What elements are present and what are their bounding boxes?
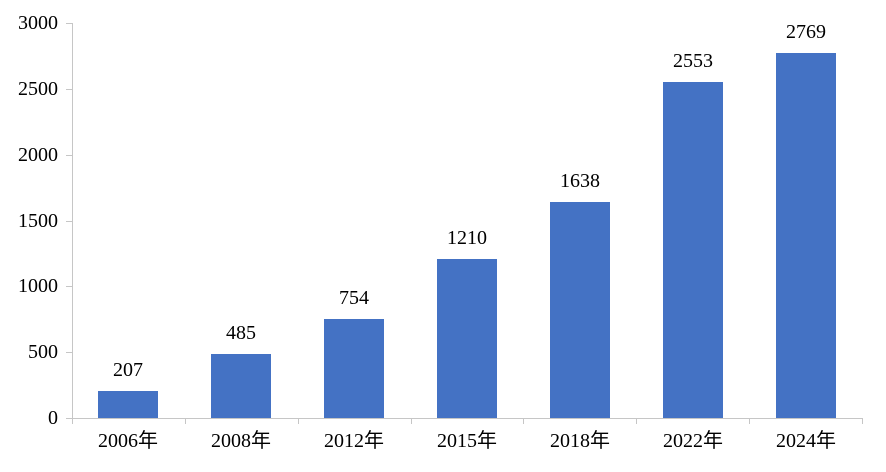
y-axis-tick-mark [66, 221, 72, 222]
bar-value-label: 2553 [673, 50, 713, 72]
bar [550, 202, 610, 418]
bar-value-label: 754 [339, 287, 369, 309]
y-axis-tick-label: 1000 [18, 275, 58, 297]
y-axis-tick-label: 2000 [18, 144, 58, 166]
x-axis-tick-mark [523, 418, 524, 424]
bar-value-label: 207 [113, 359, 143, 381]
x-axis-tick-mark [862, 418, 863, 424]
y-axis-tick-mark [66, 89, 72, 90]
x-axis-tick-label: 2006年 [98, 430, 158, 452]
y-axis-tick-label: 2500 [18, 78, 58, 100]
x-axis-tick-label: 2018年 [550, 430, 610, 452]
y-axis-tick-mark [66, 418, 72, 419]
y-axis-line [72, 23, 73, 419]
y-axis-tick-mark [66, 286, 72, 287]
y-axis-tick-label: 500 [28, 341, 58, 363]
bar-value-label: 1210 [447, 227, 487, 249]
x-axis-tick-label: 2008年 [211, 430, 271, 452]
x-axis-tick-label: 2022年 [663, 430, 723, 452]
bar-value-label: 2769 [786, 21, 826, 43]
bar-value-label: 1638 [560, 170, 600, 192]
x-axis-tick-mark [636, 418, 637, 424]
bar [776, 53, 836, 418]
bar [324, 319, 384, 418]
bar [98, 391, 158, 418]
x-axis-tick-mark [185, 418, 186, 424]
x-axis-tick-mark [298, 418, 299, 424]
x-axis-tick-mark [749, 418, 750, 424]
y-axis-tick-mark [66, 155, 72, 156]
y-axis-tick-label: 0 [48, 407, 58, 429]
x-axis-tick-label: 2012年 [324, 430, 384, 452]
bar [663, 82, 723, 418]
bar [437, 259, 497, 418]
x-axis-tick-label: 2015年 [437, 430, 497, 452]
x-axis-line [72, 418, 863, 419]
y-axis-tick-mark [66, 23, 72, 24]
bar [211, 354, 271, 418]
x-axis-tick-mark [72, 418, 73, 424]
x-axis-tick-label: 2024年 [776, 430, 836, 452]
x-axis-tick-mark [411, 418, 412, 424]
y-axis-tick-label: 3000 [18, 12, 58, 34]
bar-value-label: 485 [226, 322, 256, 344]
y-axis-tick-mark [66, 352, 72, 353]
y-axis-tick-label: 1500 [18, 210, 58, 232]
